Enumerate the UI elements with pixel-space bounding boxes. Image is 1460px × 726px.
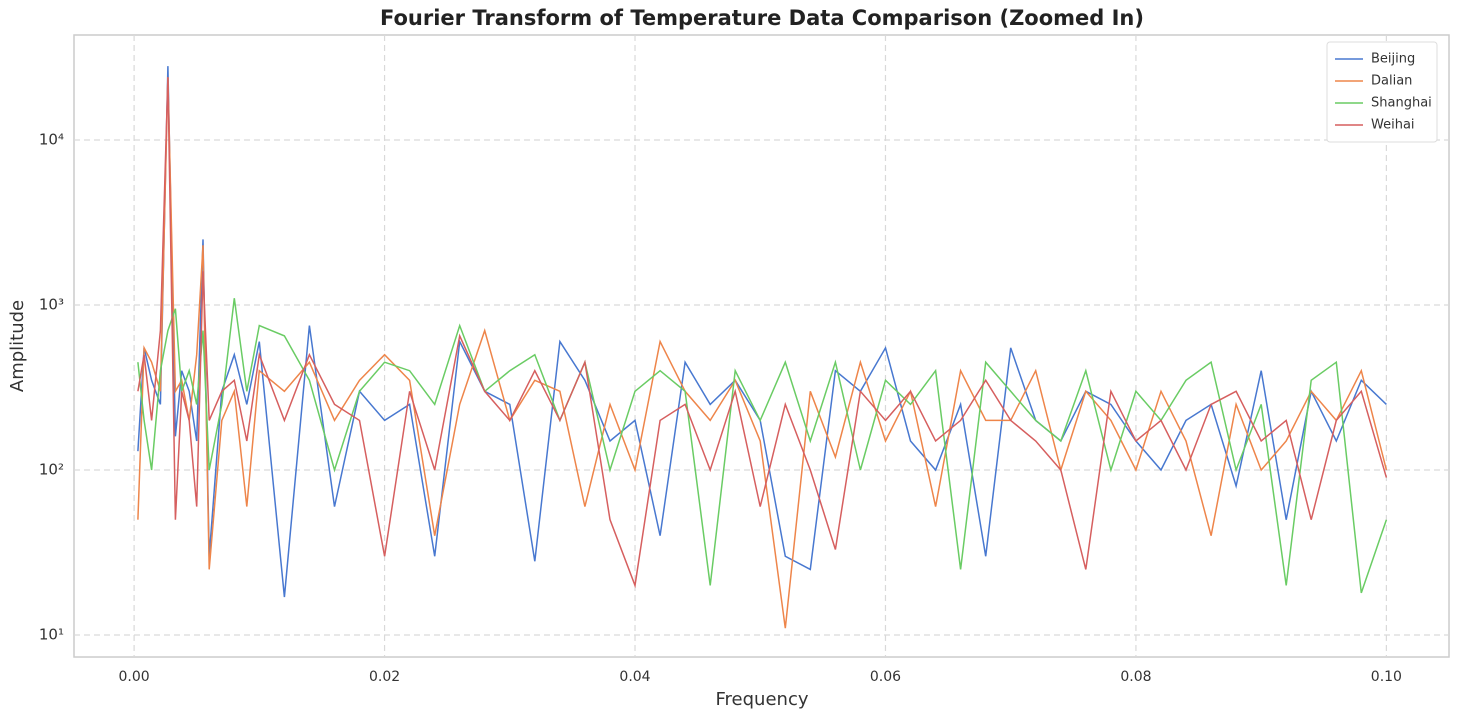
y-tick-label: 10³ <box>39 296 64 314</box>
y-tick-label: 10² <box>39 461 64 479</box>
legend-label: Dalian <box>1371 74 1412 89</box>
line <box>137 77 1388 589</box>
x-tick-label: 0.04 <box>619 669 650 685</box>
legend-label: Beijing <box>1371 52 1415 67</box>
line <box>137 298 1388 594</box>
x-axis-label: Frequency <box>716 689 809 710</box>
x-tick-label: 0.00 <box>119 669 150 685</box>
chart-title: Fourier Transform of Temperature Data Co… <box>380 6 1144 30</box>
x-tick-label: 0.02 <box>369 669 400 685</box>
plot-frame <box>73 34 1450 658</box>
line <box>137 77 1388 629</box>
y-axis-label: Amplitude <box>7 300 28 392</box>
y-tick-label: 10⁴ <box>39 131 64 149</box>
legend-label: Weihai <box>1371 118 1415 133</box>
x-tick-label: 0.08 <box>1120 669 1151 685</box>
x-tick-label: 0.10 <box>1371 669 1402 685</box>
y-tick-label: 10¹ <box>39 626 64 644</box>
legend-label: Shanghai <box>1371 96 1432 111</box>
x-tick-label: 0.06 <box>870 669 901 685</box>
legend-box <box>1326 41 1438 143</box>
